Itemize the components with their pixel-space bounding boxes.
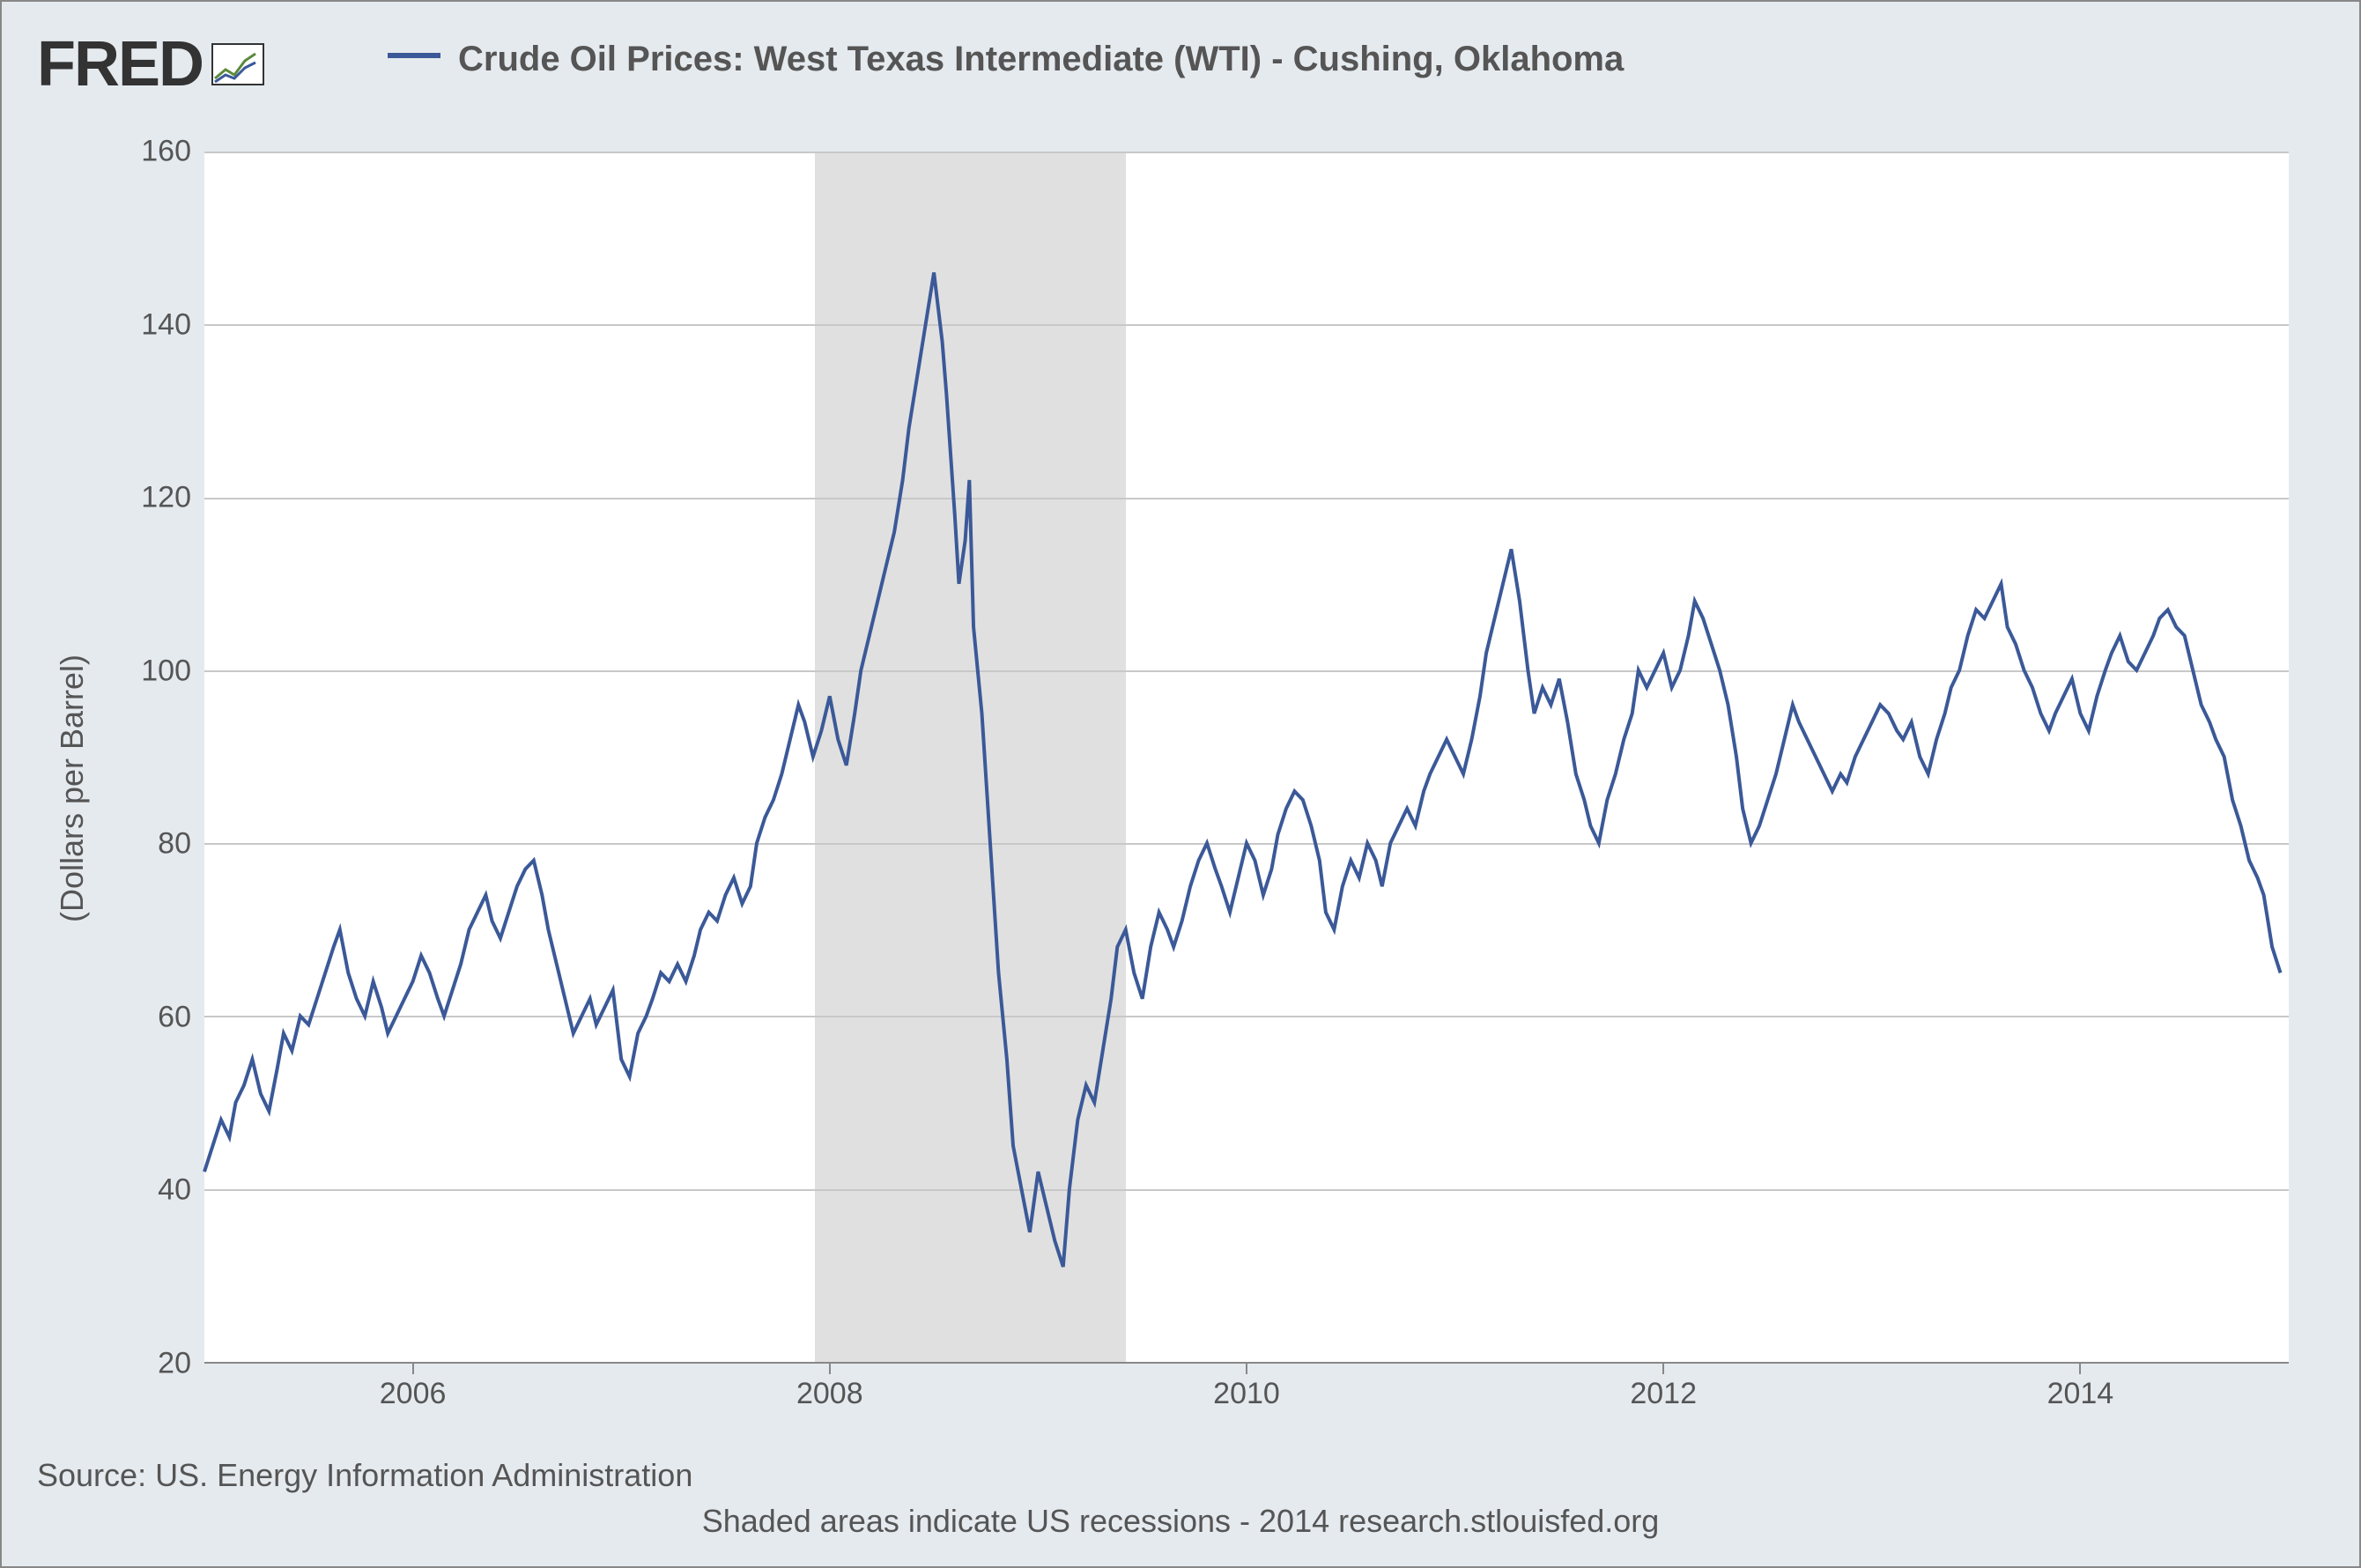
legend-swatch — [388, 53, 440, 58]
legend-label: Crude Oil Prices: West Texas Intermediat… — [458, 37, 1624, 81]
chart-container: (Dollars per Barrel) 2040608010012014016… — [37, 152, 2324, 1425]
x-tick-mark — [829, 1364, 831, 1374]
fred-logo: FRED — [37, 28, 264, 100]
y-tick-label: 100 — [121, 654, 191, 688]
price-line — [204, 272, 2281, 1267]
chart-legend: Crude Oil Prices: West Texas Intermediat… — [388, 37, 1624, 81]
chart-header: FRED Crude Oil Prices: West Texas Interm… — [37, 28, 2324, 134]
y-tick-label: 40 — [121, 1173, 191, 1208]
fred-logo-text: FRED — [37, 28, 203, 100]
fred-logo-icon — [211, 43, 264, 85]
x-tick-mark — [1662, 1364, 1664, 1374]
y-tick-label: 120 — [121, 481, 191, 515]
footnote-text: Shaded areas indicate US recessions - 20… — [37, 1503, 2324, 1540]
source-text: Source: US. Energy Information Administr… — [37, 1457, 2324, 1494]
y-tick-label: 140 — [121, 307, 191, 342]
plot-area — [204, 152, 2289, 1364]
x-tick-label: 2012 — [1630, 1377, 1697, 1411]
x-tick-mark — [2079, 1364, 2081, 1374]
y-tick-label: 20 — [121, 1347, 191, 1381]
x-tick-label: 2014 — [2047, 1377, 2114, 1411]
x-tick-mark — [1246, 1364, 1247, 1374]
y-tick-label: 80 — [121, 827, 191, 862]
x-axis: 2006 2008 2010 2012 2014 — [204, 1364, 2289, 1425]
y-axis: 20406080100120140160 — [125, 152, 204, 1364]
y-axis-title: (Dollars per Barrel) — [54, 655, 91, 922]
line-chart-svg — [204, 152, 2289, 1362]
y-tick-label: 160 — [121, 135, 191, 169]
x-tick-label: 2008 — [796, 1377, 863, 1411]
x-tick-mark — [412, 1364, 414, 1374]
x-tick-label: 2006 — [380, 1377, 447, 1411]
x-tick-label: 2010 — [1213, 1377, 1280, 1411]
y-tick-label: 60 — [121, 1000, 191, 1034]
chart-footer: Source: US. Energy Information Administr… — [37, 1457, 2324, 1540]
